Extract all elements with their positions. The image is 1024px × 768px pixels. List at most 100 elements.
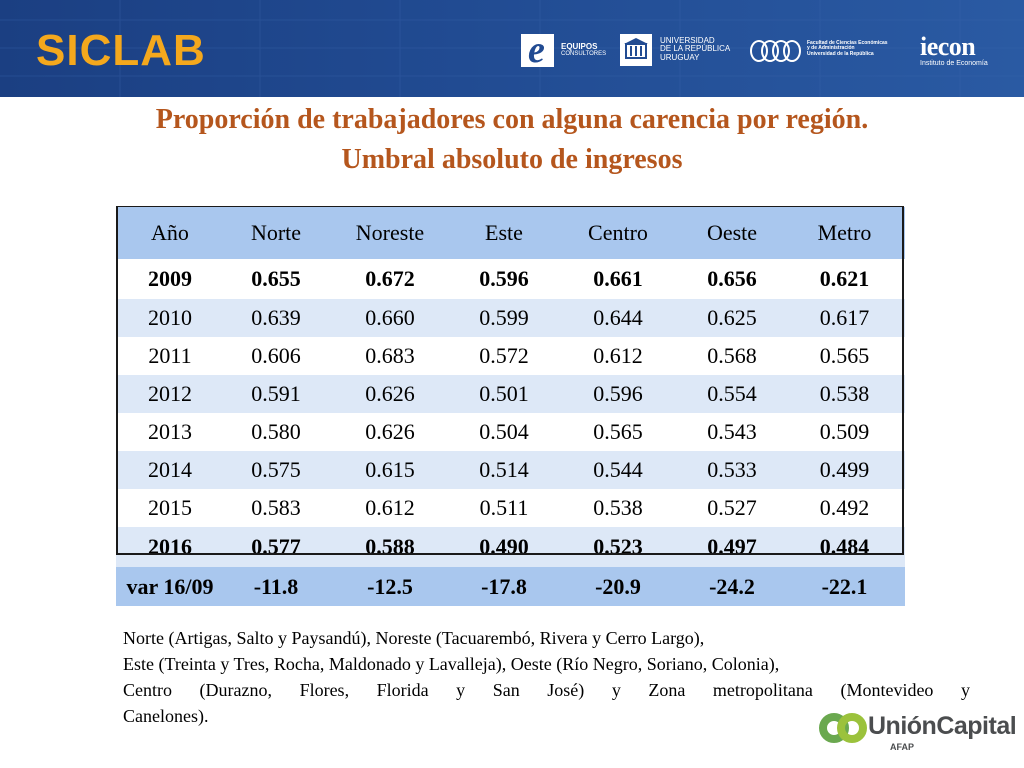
table-cell: 0.501	[452, 375, 556, 413]
table-cell: 0.625	[680, 299, 784, 337]
table-cell: 0.626	[328, 413, 452, 451]
fcea-logo-text: Facultad de Ciencias Económicas y de Adm…	[807, 40, 888, 57]
table-cell: 0.596	[556, 375, 680, 413]
region-notes: Norte (Artigas, Salto y Paysandú), Nores…	[123, 625, 970, 729]
table-cell: 0.615	[328, 451, 452, 489]
table-cell: 0.490	[452, 527, 556, 567]
table-cell: 2010	[116, 299, 224, 337]
table-cell: 0.588	[328, 527, 452, 567]
footer-cell: var 16/09	[116, 567, 224, 606]
table-cell: 0.565	[784, 337, 905, 375]
udelar-line2: DE LA REPÚBLICA	[660, 44, 731, 54]
table-cell: 0.621	[784, 259, 905, 299]
data-table: Año Norte Noreste Este Centro Oeste Metr…	[116, 207, 905, 606]
union-capital-logo-icon	[819, 713, 867, 743]
brand-logo: SICLAB	[36, 26, 206, 75]
footer-cell: -20.9	[556, 567, 680, 606]
table-cell: 2012	[116, 375, 224, 413]
note-line: Este (Treinta y Tres, Rocha, Maldonado y…	[123, 654, 780, 674]
table-cell: 0.544	[556, 451, 680, 489]
table-cell: 2015	[116, 489, 224, 527]
table-cell: 0.484	[784, 527, 905, 567]
table-cell: 0.565	[556, 413, 680, 451]
table-row: 2011 0.606 0.683 0.572 0.612 0.568 0.565	[116, 337, 905, 375]
table-row: 2015 0.583 0.612 0.511 0.538 0.527 0.492	[116, 489, 905, 527]
header-cell: Noreste	[328, 207, 452, 259]
table-row: 2010 0.639 0.660 0.599 0.644 0.625 0.617	[116, 299, 905, 337]
table-cell: 0.499	[784, 451, 905, 489]
union-capital-afap: AFAP	[890, 742, 915, 752]
table-cell: 0.644	[556, 299, 680, 337]
header-cell: Metro	[784, 207, 905, 259]
equipos-line1: EQUIPOS	[561, 42, 598, 51]
equipos-line2: CONSULTORES	[561, 51, 607, 58]
equipos-logo-mark: e	[521, 29, 554, 71]
table-cell: 0.509	[784, 413, 905, 451]
table-cell: 0.626	[328, 375, 452, 413]
footer-cell: -11.8	[224, 567, 328, 606]
header-cell: Este	[452, 207, 556, 259]
fcea-line2: y de Administración	[807, 45, 855, 52]
table-cell: 0.523	[556, 527, 680, 567]
note-line: Norte (Artigas, Salto y Paysandú), Nores…	[123, 628, 705, 648]
udelar-seal-shape	[624, 38, 648, 59]
table-cell: 0.580	[224, 413, 328, 451]
table-cell: 0.655	[224, 259, 328, 299]
table-cell: 0.543	[680, 413, 784, 451]
table-footer-row: var 16/09 -11.8 -12.5 -17.8 -20.9 -24.2 …	[116, 567, 905, 606]
table-cell: 2009	[116, 259, 224, 299]
table-cell: 0.639	[224, 299, 328, 337]
table-cell: 0.672	[328, 259, 452, 299]
fcea-line3: Universidad de la República	[807, 50, 874, 57]
footer-cell: -24.2	[680, 567, 784, 606]
table-row: 2009 0.655 0.672 0.596 0.661 0.656 0.621	[116, 259, 905, 299]
fcea-rings-icon	[750, 40, 801, 62]
header-cell: Año	[116, 207, 224, 259]
title-line1: Proporción de trabajadores con alguna ca…	[155, 104, 869, 135]
table-cell: 2013	[116, 413, 224, 451]
table-cell: 0.572	[452, 337, 556, 375]
table-cell: 0.617	[784, 299, 905, 337]
header-cell: Oeste	[680, 207, 784, 259]
table-cell: 0.656	[680, 259, 784, 299]
table-cell: 0.575	[224, 451, 328, 489]
table-cell: 0.527	[680, 489, 784, 527]
table-cell: 0.568	[680, 337, 784, 375]
table-cell: 0.497	[680, 527, 784, 567]
header-cell: Norte	[224, 207, 328, 259]
table-cell: 0.596	[452, 259, 556, 299]
table-cell: 0.606	[224, 337, 328, 375]
table-cell: 0.683	[328, 337, 452, 375]
footer-cell: -22.1	[784, 567, 905, 606]
table-cell: 0.583	[224, 489, 328, 527]
iecon-subtitle: Instituto de Economía	[920, 60, 988, 68]
fcea-line1: Facultad de Ciencias Económicas	[807, 40, 888, 46]
table-cell: 0.511	[452, 489, 556, 527]
table-cell: 0.533	[680, 451, 784, 489]
udelar-logo-text: UNIVERSIDAD DE LA REPÚBLICA URUGUAY	[660, 36, 731, 62]
banner-pattern	[0, 0, 1024, 97]
table-cell: 2016	[116, 527, 224, 567]
table-cell: 0.599	[452, 299, 556, 337]
table-cell: 0.504	[452, 413, 556, 451]
note-line: Centro (Durazno, Flores, Florida y San J…	[123, 680, 970, 700]
footer-cell: -12.5	[328, 567, 452, 606]
table-cell: 2011	[116, 337, 224, 375]
footer-cell: -17.8	[452, 567, 556, 606]
slide-title: Proporción de trabajadores con alguna ca…	[0, 100, 1024, 180]
table-cell: 0.538	[556, 489, 680, 527]
header-banner: SICLAB e EQUIPOS CONSULTORES UNIVERSIDAD…	[0, 0, 1024, 97]
note-line: Canelones).	[123, 706, 209, 726]
title-line2: Umbral absoluto de ingresos	[341, 144, 683, 175]
table-cell: 0.661	[556, 259, 680, 299]
table-cell: 2014	[116, 451, 224, 489]
table-header-row: Año Norte Noreste Este Centro Oeste Metr…	[116, 207, 905, 259]
table-row: 2016 0.577 0.588 0.490 0.523 0.497 0.484	[116, 527, 905, 567]
table-row: 2013 0.580 0.626 0.504 0.565 0.543 0.509	[116, 413, 905, 451]
table-row: 2012 0.591 0.626 0.501 0.596 0.554 0.538	[116, 375, 905, 413]
table-cell: 0.612	[556, 337, 680, 375]
udelar-line3: URUGUAY	[660, 52, 700, 62]
udelar-line1: UNIVERSIDAD	[660, 36, 715, 45]
union-capital-name: UniónCapital	[868, 712, 1017, 740]
udelar-seal-icon	[620, 34, 652, 66]
